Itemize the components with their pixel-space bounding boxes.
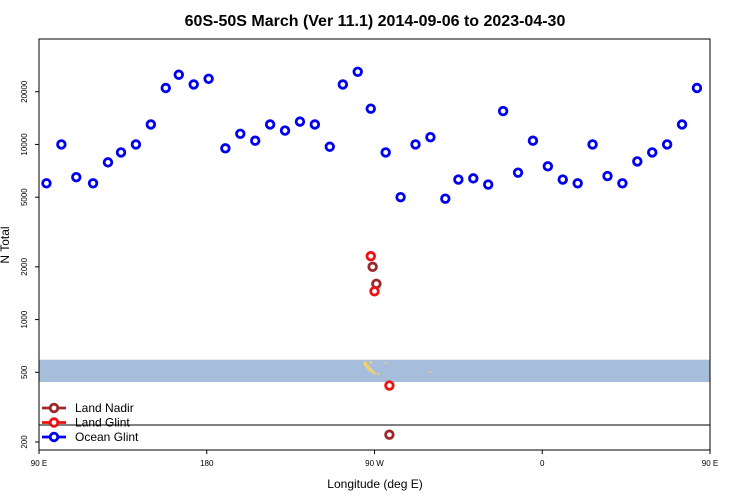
land-nadir-point: [384, 429, 395, 440]
ocean-glint-point: [425, 131, 436, 143]
ocean-glint-point: [632, 156, 643, 167]
ocean-glint-point: [173, 69, 184, 80]
ocean-glint-point: [250, 135, 261, 146]
y-axis: 200 500 1000 2000 5000 10000 20000: [20, 80, 39, 449]
ocean-glint-point: [220, 143, 231, 154]
x-tick-label: 90 E: [31, 459, 47, 468]
ocean-glint-point: [572, 178, 583, 189]
x-tick-label: 180: [200, 459, 214, 468]
land-glint-legend-label: Land Glint: [75, 416, 130, 430]
land-mark: [429, 371, 432, 374]
land-nadir-legend-label: Land Nadir: [75, 401, 134, 415]
ocean-glint-point: [115, 147, 127, 158]
ocean-glint-point: [102, 157, 114, 168]
y-tick-label: 200: [20, 435, 29, 449]
ocean-glint-point: [56, 139, 67, 150]
ocean-glint-point: [440, 193, 451, 204]
x-axis: 90 E 180 90 W 0 90 E: [31, 450, 718, 468]
y-tick-label: 20000: [20, 80, 29, 103]
land-mark: [373, 371, 376, 375]
ocean-glint-point: [647, 147, 658, 158]
ocean-glint-legend-label: Ocean Glint: [75, 430, 139, 444]
land-mark: [384, 361, 387, 365]
ocean-glint-point: [661, 139, 673, 150]
ocean-glint-point: [279, 125, 291, 136]
ocean-glint-point: [587, 139, 598, 150]
ocean-glint-point: [352, 66, 363, 77]
y-axis-label: N Total: [0, 226, 12, 263]
land-glint-point: [365, 251, 376, 262]
land-glint-legend-marker: [48, 417, 60, 428]
land-mark: [371, 369, 375, 374]
ocean-glint-point: [41, 178, 52, 189]
ocean-glint-point: [453, 174, 464, 185]
ocean-glint-point: [203, 73, 214, 85]
y-tick-label: 5000: [20, 188, 29, 206]
land-nadir-point: [367, 261, 378, 273]
ocean-glint-point: [380, 147, 391, 158]
y-tick-label: 1000: [20, 310, 29, 328]
ocean-glint-point: [160, 82, 171, 94]
x-tick-label: 90 E: [702, 459, 718, 468]
y-tick-label: 10000: [20, 133, 29, 156]
ocean-glint-point: [235, 128, 246, 140]
ocean-glint-point: [482, 179, 494, 190]
ocean-glint-point: [602, 170, 613, 182]
ocean-glint-point: [527, 135, 539, 146]
ocean-glint-point: [294, 116, 306, 127]
ocean-glint-point: [468, 173, 479, 184]
land-marks: [363, 360, 432, 376]
land-glint-point: [369, 286, 380, 297]
y-tick-label: 500: [20, 365, 29, 379]
ocean-glint-point: [130, 139, 142, 150]
land-nadir-legend-marker: [48, 402, 60, 414]
data-points: [41, 66, 703, 440]
land-mark: [369, 360, 372, 364]
ocean-glint-point: [337, 79, 349, 90]
x-tick-label: 90 W: [365, 459, 384, 468]
ocean-glint-point: [691, 82, 703, 94]
land-glint-point: [384, 380, 395, 391]
ocean-glint-point: [395, 191, 406, 203]
ocean-glint-point: [617, 178, 628, 189]
ocean-glint-point: [497, 105, 509, 117]
ocean-glint-point: [87, 178, 99, 189]
ocean-glint-point: [309, 119, 321, 130]
ocean-glint-point: [512, 167, 524, 178]
ocean-glint-point: [410, 139, 421, 150]
x-tick-label: 0: [540, 459, 545, 468]
ocean-glint-point: [71, 172, 82, 183]
ocean-glint-point: [365, 103, 376, 114]
ocean-glint-point: [542, 161, 554, 172]
ocean-glint-point: [188, 79, 199, 90]
ocean-glint-point: [324, 141, 335, 152]
chart-title: 60S-50S March (Ver 11.1) 2014-09-06 to 2…: [185, 13, 566, 30]
ocean-glint-point: [557, 174, 568, 185]
x-axis-label: Longitude (deg E): [327, 477, 422, 491]
ocean-glint-legend-marker: [48, 431, 60, 443]
land-mark: [377, 372, 380, 376]
ocean-glint-point: [145, 119, 157, 130]
plot-frame: [38, 38, 711, 451]
land-band: [39, 359, 710, 383]
y-tick-label: 2000: [20, 257, 29, 275]
ocean-glint-point: [676, 119, 688, 130]
ocean-glint-point: [264, 119, 276, 130]
